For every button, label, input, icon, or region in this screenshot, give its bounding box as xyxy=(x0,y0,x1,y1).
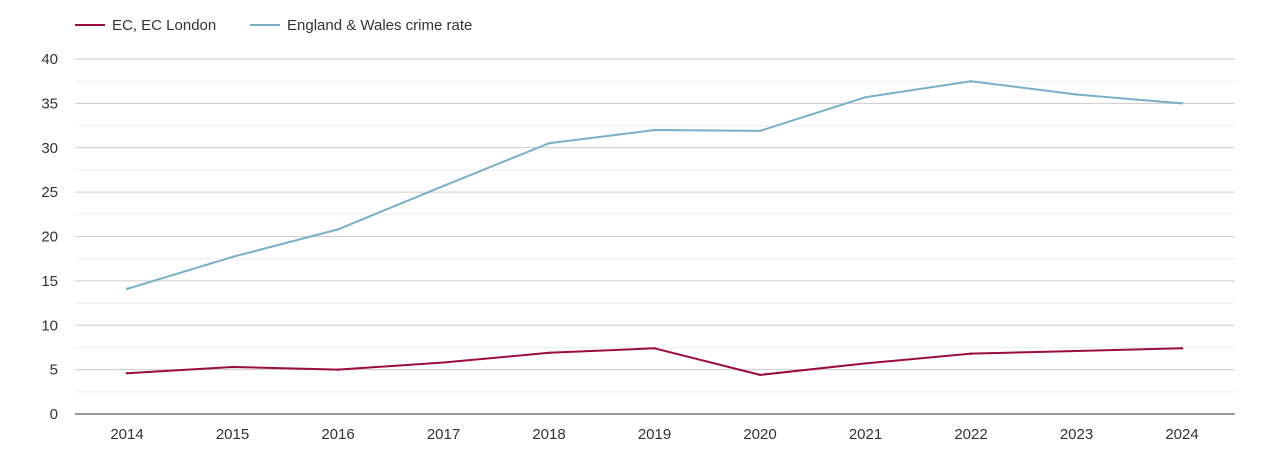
series-lines xyxy=(125,79,1184,377)
y-tick-label: 0 xyxy=(50,406,58,423)
data-point xyxy=(969,79,973,83)
x-tick-label: 2021 xyxy=(849,426,882,443)
x-tick-label: 2014 xyxy=(110,426,143,443)
x-tick-label: 2018 xyxy=(532,426,565,443)
data-point xyxy=(547,351,551,354)
data-point xyxy=(1180,102,1184,105)
data-point xyxy=(864,362,867,365)
x-tick-label: 2024 xyxy=(1165,426,1198,443)
y-tick-label: 40 xyxy=(41,51,58,68)
data-point xyxy=(547,142,551,145)
data-point xyxy=(758,129,762,133)
y-tick-label: 10 xyxy=(41,317,58,334)
data-point xyxy=(653,128,656,132)
x-tick-label: 2015 xyxy=(216,426,249,443)
data-point xyxy=(969,352,973,355)
data-point xyxy=(1075,349,1078,353)
data-point xyxy=(336,228,340,231)
data-point xyxy=(1075,93,1078,96)
series-line-0 xyxy=(126,347,1183,376)
legend-label: EC, EC London xyxy=(112,17,216,34)
data-point xyxy=(864,95,867,99)
data-point xyxy=(231,255,234,259)
y-tick-label: 5 xyxy=(50,362,58,379)
data-point xyxy=(231,365,234,369)
x-tick-label: 2023 xyxy=(1060,426,1093,443)
legend-item: EC, EC London xyxy=(75,17,216,34)
y-tick-label: 35 xyxy=(41,95,58,112)
data-point xyxy=(336,368,340,371)
gridlines xyxy=(75,58,1235,393)
x-tick-label: 2022 xyxy=(954,426,987,443)
data-point xyxy=(125,287,129,291)
data-point xyxy=(125,371,129,375)
series-line-1 xyxy=(126,80,1183,290)
data-point xyxy=(442,184,445,188)
y-tick-label: 20 xyxy=(41,229,58,246)
x-tick-label: 2016 xyxy=(321,426,354,443)
x-tick-label: 2020 xyxy=(743,426,776,443)
x-tick-label: 2017 xyxy=(427,426,460,443)
data-point xyxy=(758,373,762,377)
legend-item: England & Wales crime rate xyxy=(250,17,472,34)
legend-label: England & Wales crime rate xyxy=(287,17,472,34)
axes: 0 5 10 15 20 25 30 35 40 2014 2015 2016 2017 2018 2019… xyxy=(41,51,1235,443)
y-tick-label: 25 xyxy=(41,184,58,201)
y-tick-label: 15 xyxy=(41,273,58,290)
y-tick-label: 30 xyxy=(41,140,58,157)
x-tick-label: 2019 xyxy=(638,426,671,443)
legend: EC, EC London England & Wales crime rate xyxy=(75,17,472,34)
data-point xyxy=(653,347,656,350)
data-point xyxy=(442,361,445,364)
data-point xyxy=(1180,347,1184,350)
